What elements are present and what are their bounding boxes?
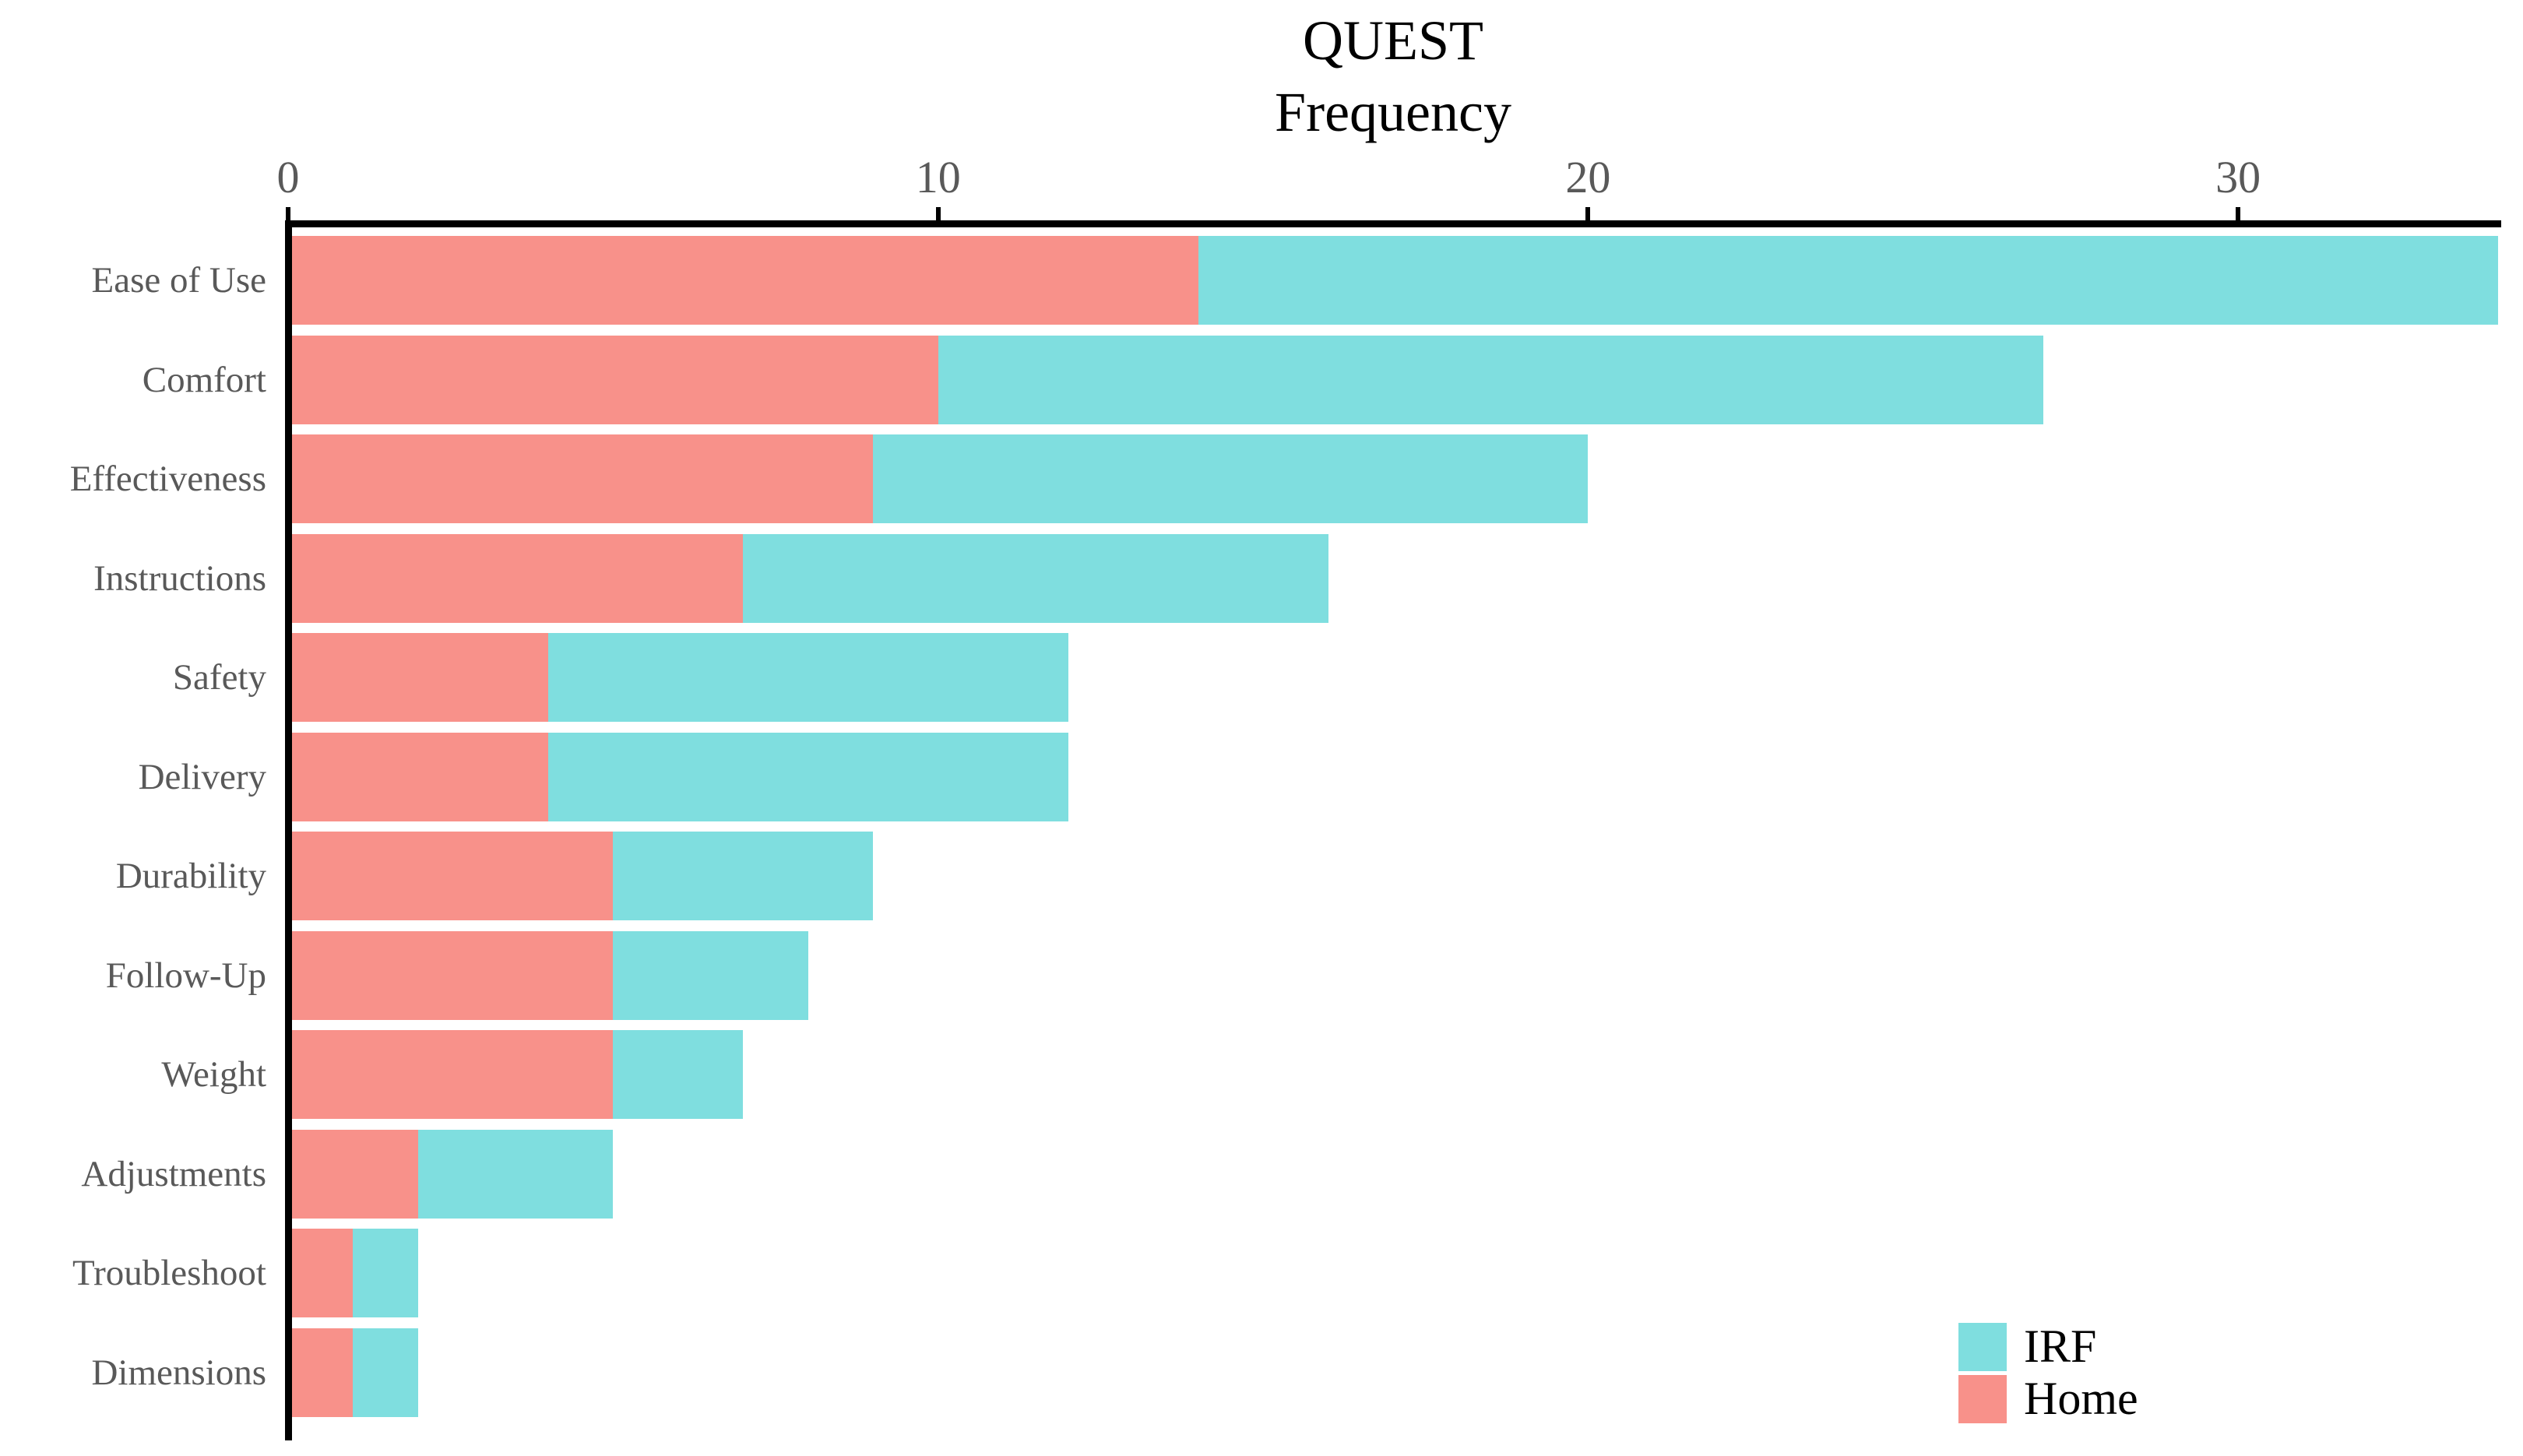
- bar-segment-irf: [353, 1328, 418, 1417]
- bar-segment-irf: [353, 1229, 418, 1317]
- legend-label-home: Home: [2024, 1373, 2138, 1424]
- x-axis-line: [288, 220, 2501, 227]
- chart-title-line2: Frequency: [1275, 81, 1511, 143]
- bar-segment-irf: [938, 335, 2043, 424]
- bar-segment-home: [292, 434, 874, 523]
- y-axis-label: Delivery: [138, 756, 266, 797]
- chart-title-line1: QUEST: [1303, 9, 1483, 72]
- bar-segment-irf: [547, 732, 1068, 821]
- y-axis-label: Comfort: [142, 359, 266, 400]
- x-tick-label: 0: [276, 152, 300, 202]
- x-tick-label: 20: [1565, 152, 1611, 202]
- bar-segment-home: [292, 335, 938, 424]
- x-tick-label: 30: [2215, 152, 2261, 202]
- bar-segment-irf: [743, 533, 1328, 623]
- y-axis-label: Weight: [161, 1054, 266, 1095]
- x-tick-mark: [286, 207, 290, 220]
- y-axis-label: Durability: [115, 856, 266, 896]
- x-tick-mark: [2236, 207, 2241, 220]
- y-axis-line: [285, 220, 292, 1440]
- bar-segment-home: [292, 832, 614, 920]
- y-axis-label: Follow-Up: [105, 955, 266, 996]
- y-axis-label: Instructions: [93, 557, 266, 599]
- bar-segment-irf: [417, 1129, 614, 1219]
- y-axis-label: Troubleshoot: [72, 1253, 266, 1293]
- bar-segment-home: [292, 633, 548, 722]
- y-axis-label: Effectiveness: [69, 459, 266, 499]
- legend-label-irf: IRF: [2024, 1321, 2097, 1372]
- x-tick-mark: [935, 207, 941, 220]
- bar-segment-irf: [547, 633, 1068, 722]
- bar-segment-home: [292, 1129, 418, 1219]
- bar-segment-home: [292, 1229, 354, 1317]
- bar-segment-irf: [613, 930, 808, 1020]
- y-axis-label: Ease of Use: [91, 260, 266, 301]
- bar-segment-home: [292, 1030, 614, 1119]
- bar-segment-irf: [873, 434, 1589, 523]
- legend-swatch-irf: [1958, 1323, 2007, 1371]
- bar-segment-home: [292, 732, 548, 821]
- bar-segment-home: [292, 533, 744, 623]
- chart-title: QUEST Frequency: [288, 5, 2498, 148]
- y-axis-label: Safety: [172, 657, 266, 698]
- y-axis-label: Dimensions: [91, 1352, 266, 1393]
- y-axis-label: Adjustments: [81, 1153, 266, 1194]
- bar-segment-home: [292, 1328, 354, 1417]
- bar-segment-home: [292, 930, 614, 1020]
- bar-segment-home: [292, 236, 1198, 325]
- legend-swatch-home: [1958, 1375, 2007, 1423]
- bar-segment-irf: [613, 832, 874, 920]
- x-tick-label: 10: [915, 152, 961, 202]
- bar-segment-irf: [613, 1030, 744, 1119]
- bar-segment-irf: [1198, 236, 2498, 325]
- x-tick-mark: [1585, 207, 1591, 220]
